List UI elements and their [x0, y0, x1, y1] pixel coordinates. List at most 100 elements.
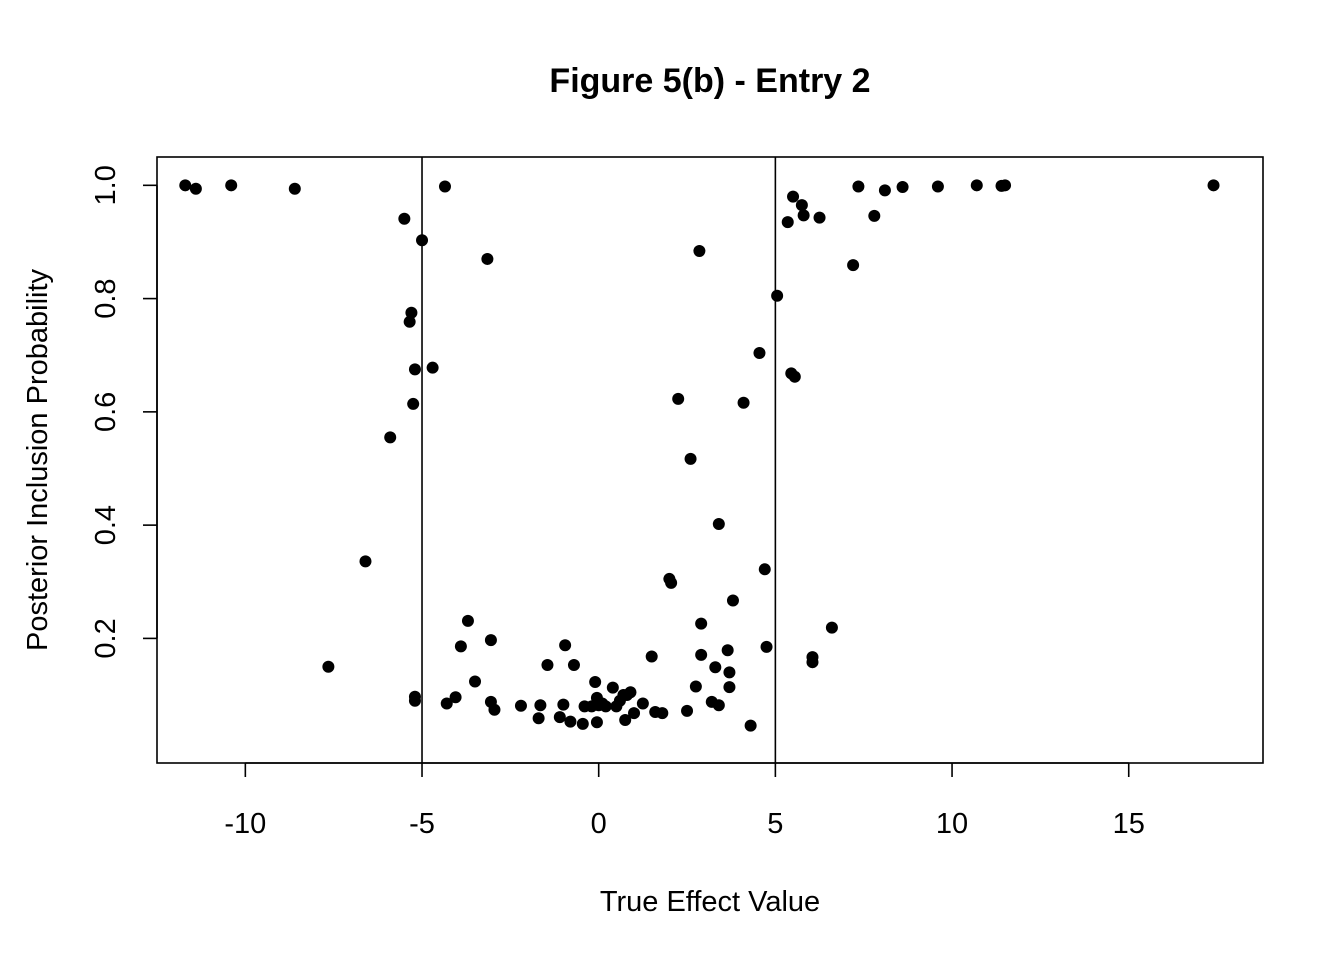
data-point [559, 639, 572, 652]
data-point [896, 181, 909, 194]
y-tick-label: 1.0 [90, 165, 122, 205]
data-point [999, 179, 1012, 192]
data-point [723, 666, 736, 679]
data-point [440, 697, 453, 710]
data-point [825, 621, 838, 634]
chart-title: Figure 5(b) - Entry 2 [549, 62, 870, 100]
data-point [771, 289, 784, 302]
data-point [760, 640, 773, 653]
data-point [806, 656, 819, 669]
data-point [795, 199, 808, 212]
data-point [179, 179, 192, 192]
data-point [488, 703, 501, 716]
data-point [590, 716, 603, 729]
data-point [695, 648, 708, 661]
data-point [322, 660, 335, 673]
data-point [461, 614, 474, 627]
y-tick-label: 0.2 [90, 618, 122, 658]
data-point [481, 252, 494, 265]
data-point [225, 179, 238, 192]
data-point [726, 594, 739, 607]
data-point [426, 361, 439, 374]
data-point [532, 712, 545, 725]
data-point [689, 680, 702, 693]
data-point [636, 697, 649, 710]
y-tick-label: 0.4 [90, 505, 122, 545]
data-point [758, 563, 771, 576]
data-points [179, 179, 1220, 732]
data-point [359, 555, 372, 568]
y-tick-label: 0.8 [90, 278, 122, 318]
data-point [712, 699, 725, 712]
reference-lines [421, 157, 777, 763]
data-point [684, 452, 697, 465]
data-point [665, 576, 678, 589]
data-point [606, 681, 619, 694]
x-tick-label: -10 [224, 808, 266, 840]
data-point [712, 517, 725, 530]
data-point [681, 704, 694, 717]
data-point [624, 686, 637, 699]
data-point [408, 363, 421, 376]
data-point [656, 707, 669, 720]
data-point [878, 184, 891, 197]
data-point [567, 659, 580, 672]
data-point [1207, 179, 1220, 192]
data-point [813, 211, 826, 224]
data-point [737, 396, 750, 409]
data-point [868, 209, 881, 222]
data-point [541, 659, 554, 672]
data-point [723, 681, 736, 694]
x-axis: -10 -5 0 5 10 15 [224, 762, 1145, 840]
data-point [564, 715, 577, 728]
data-point [787, 190, 800, 203]
x-tick-label: 15 [1113, 808, 1145, 840]
x-axis-label: True Effect Value [600, 886, 820, 918]
data-point [398, 212, 411, 225]
data-point [514, 699, 527, 712]
data-point [189, 182, 202, 195]
data-point [384, 431, 397, 444]
data-point [557, 698, 570, 711]
data-point [599, 700, 612, 713]
plot-frame [156, 156, 1264, 764]
x-tick-label: 10 [936, 808, 968, 840]
data-point [797, 209, 810, 222]
data-point [403, 315, 416, 328]
data-point [721, 644, 734, 657]
data-point [553, 711, 566, 724]
data-point [847, 259, 860, 272]
data-point [709, 661, 722, 674]
data-point [484, 634, 497, 647]
data-point [438, 180, 451, 193]
x-tick-label: 0 [591, 808, 607, 840]
data-point [408, 694, 421, 707]
data-point [852, 180, 865, 193]
data-point [589, 676, 602, 689]
data-point [405, 306, 418, 319]
data-point [288, 182, 301, 195]
x-tick-label: -5 [409, 808, 435, 840]
y-tick-label: 0.6 [90, 392, 122, 432]
data-point [454, 640, 467, 653]
data-point [693, 245, 706, 258]
data-point [753, 346, 766, 359]
data-point [744, 719, 757, 732]
x-tick-label: 5 [767, 808, 783, 840]
data-point [576, 717, 589, 730]
data-point [931, 180, 944, 193]
data-point [449, 691, 462, 704]
data-point [628, 707, 641, 720]
data-point [534, 699, 547, 712]
data-point [695, 617, 708, 630]
data-point [672, 392, 685, 405]
data-point [788, 370, 801, 383]
y-axis-label: Posterior Inclusion Probability [22, 268, 54, 651]
data-point [970, 179, 983, 192]
data-point [781, 216, 794, 229]
data-point [407, 397, 420, 410]
data-point [416, 234, 429, 247]
data-point [619, 713, 632, 726]
y-axis: 0.2 0.4 0.6 0.8 1.0 [90, 165, 158, 659]
